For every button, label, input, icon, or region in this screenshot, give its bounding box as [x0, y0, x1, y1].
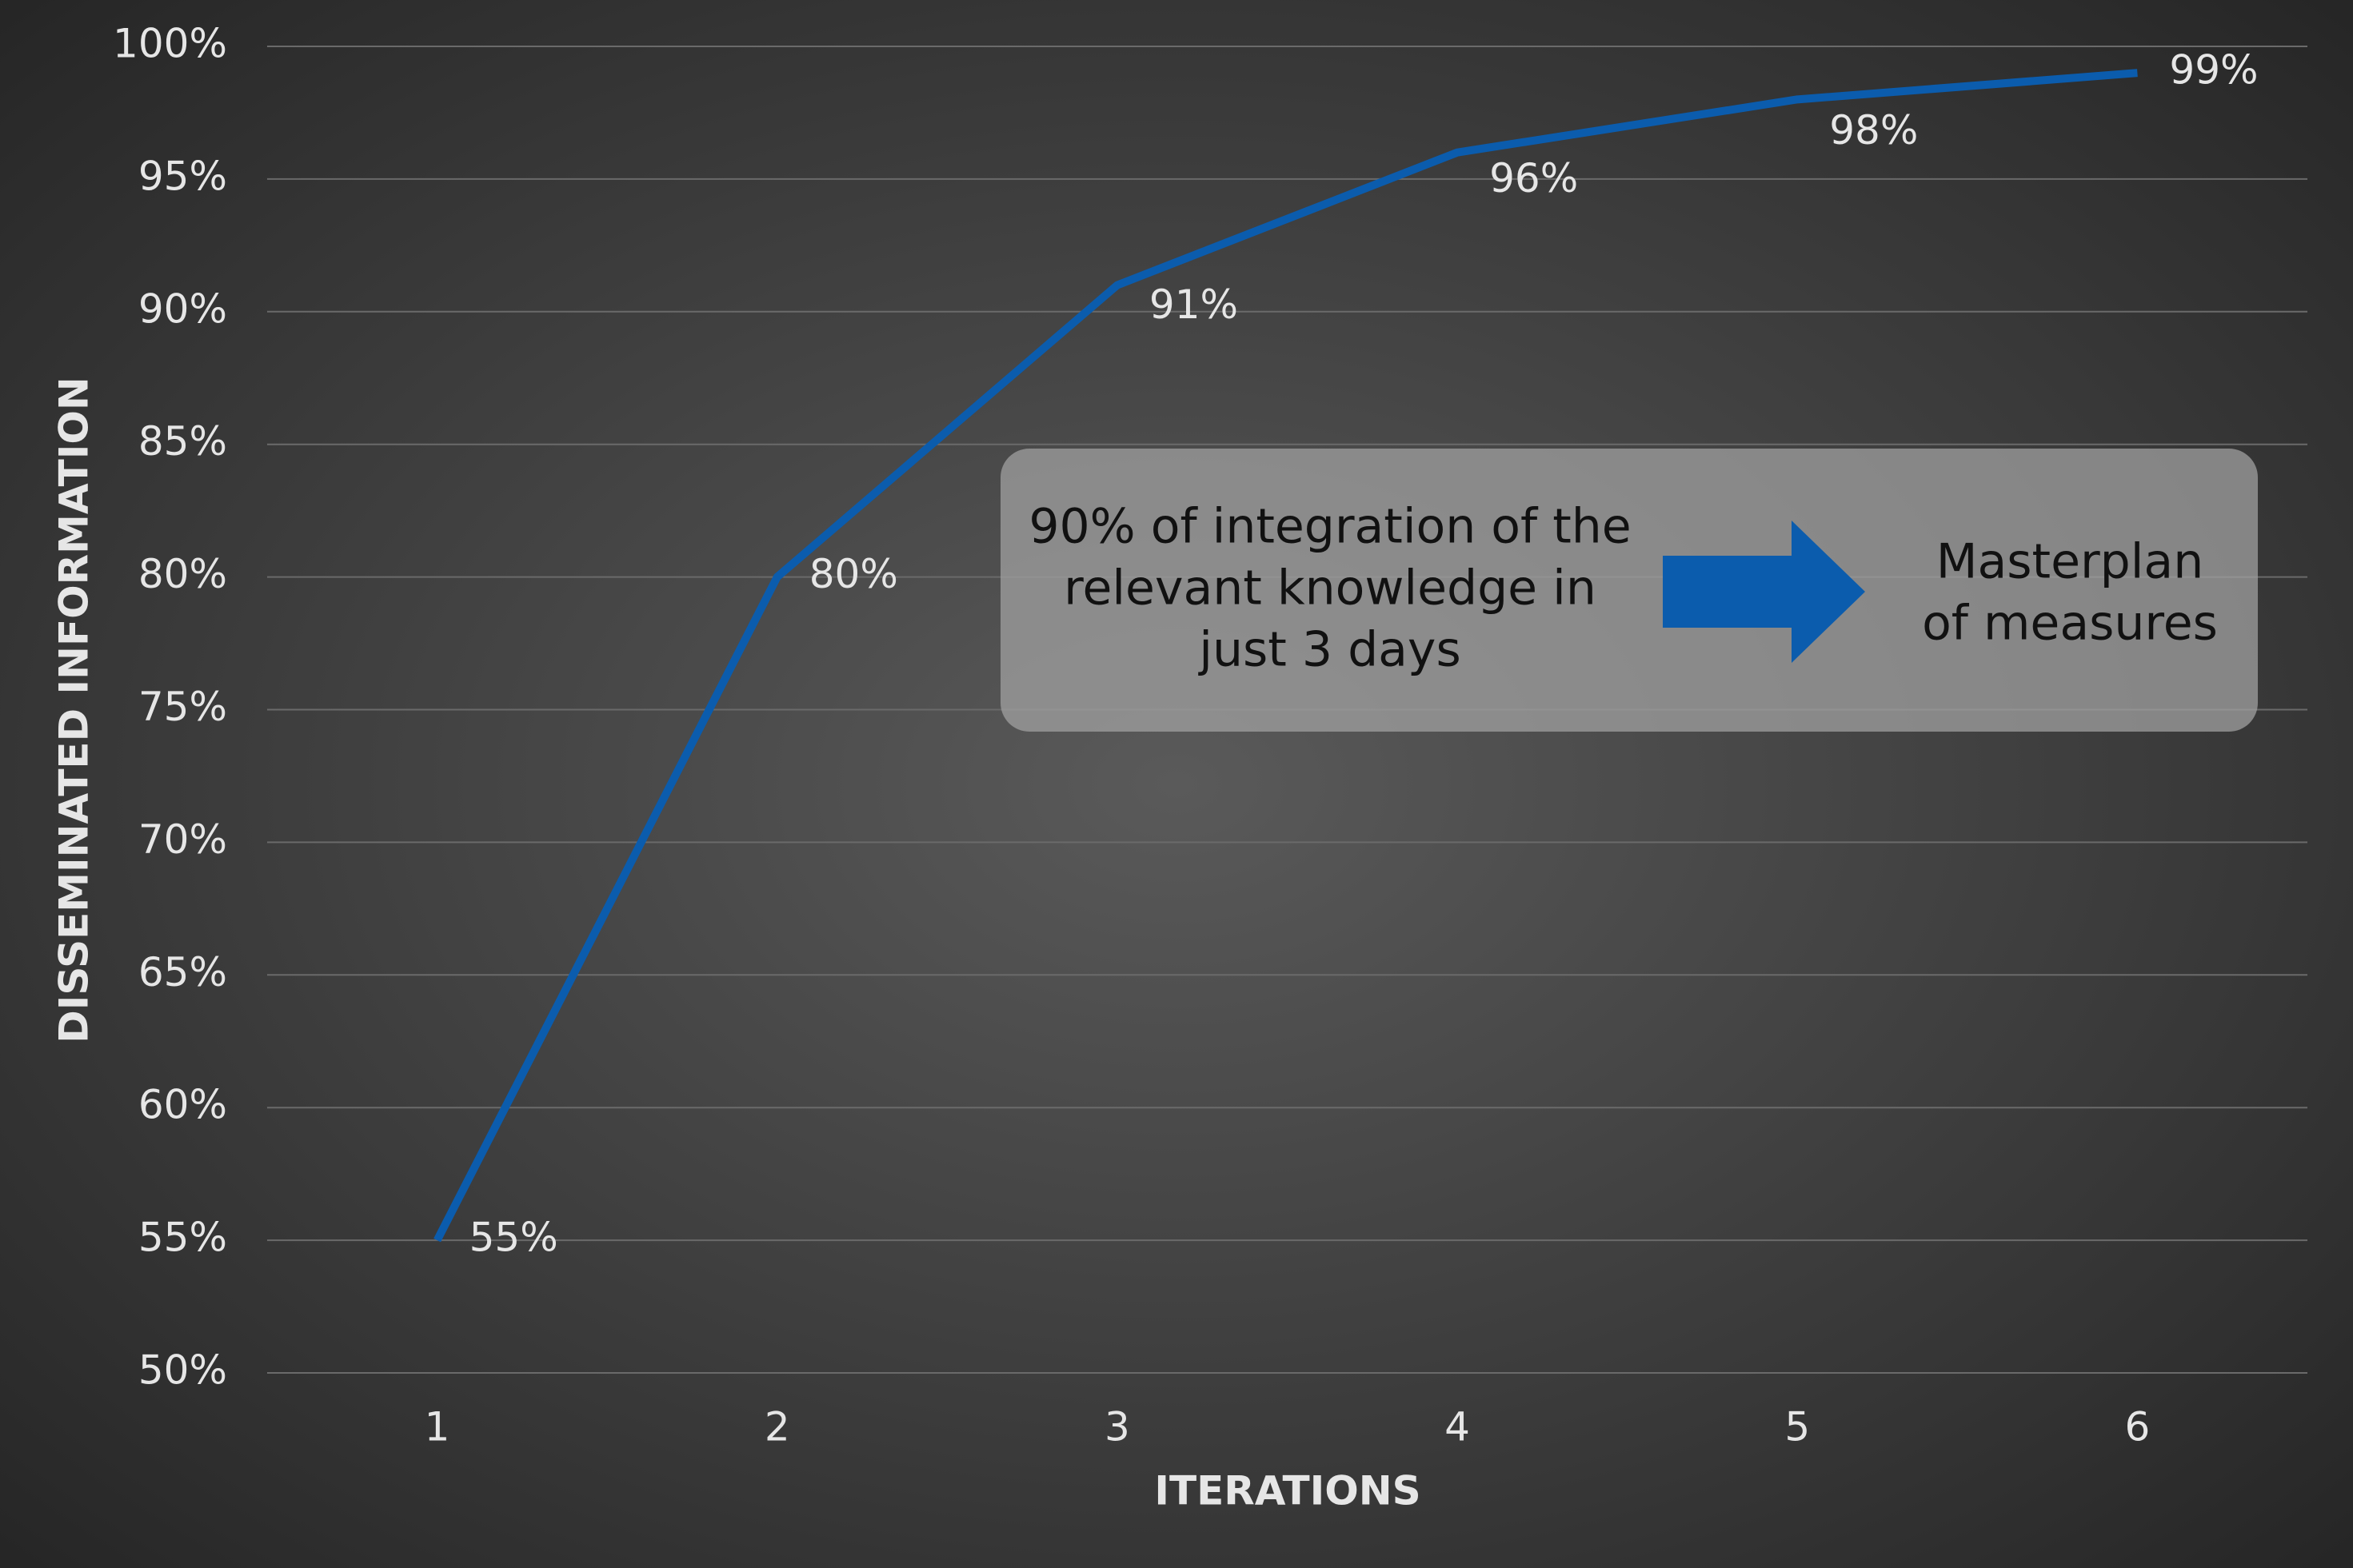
x-tick-label: 2	[765, 1404, 790, 1450]
annotation-text: of measures	[1922, 596, 2218, 652]
arrow	[1663, 521, 1865, 663]
y-tick-label: 90%	[138, 285, 227, 332]
annotation-box	[1001, 449, 2258, 732]
y-tick-label: 95%	[138, 153, 227, 199]
y-axis-title: DISSEMINATED INFORMATION	[51, 377, 98, 1043]
y-tick-label: 50%	[138, 1347, 227, 1394]
y-tick-label: 80%	[138, 551, 227, 597]
data-label: 96%	[1489, 155, 1578, 201]
data-label: 91%	[1149, 281, 1238, 328]
annotation: 90% of integration of the relevant knowle…	[1001, 449, 2258, 732]
line	[433, 69, 2138, 1243]
x-tick-label: 4	[1444, 1404, 1470, 1450]
data-label: 98%	[1829, 107, 1918, 154]
y-tick-label: 55%	[138, 1215, 227, 1261]
annotation-text: relevant knowledge in	[1064, 561, 1596, 616]
y-tick-label: 70%	[138, 816, 227, 863]
y-tick-label: 100%	[113, 21, 227, 67]
x-axis-title: ITERATIONS	[1154, 1468, 1420, 1514]
annotation-text: just 3 days	[1197, 622, 1460, 678]
x-tick-label: 5	[1784, 1404, 1810, 1450]
x-tick-label: 1	[425, 1404, 450, 1450]
x-tick-label: 3	[1105, 1404, 1130, 1450]
y-tick-label: 65%	[138, 949, 227, 995]
data-label: 80%	[809, 551, 898, 597]
annotation-text: 90% of integration of the	[1029, 499, 1631, 555]
x-tick-label: 6	[2125, 1404, 2151, 1450]
y-tick-label: 60%	[138, 1082, 227, 1128]
y-tick-label: 85%	[138, 418, 227, 465]
data-label: 99%	[2169, 47, 2258, 94]
y-tick-label: 75%	[138, 684, 227, 730]
data-label: 55%	[469, 1215, 558, 1261]
annotation-text: Masterplan	[1936, 534, 2203, 590]
